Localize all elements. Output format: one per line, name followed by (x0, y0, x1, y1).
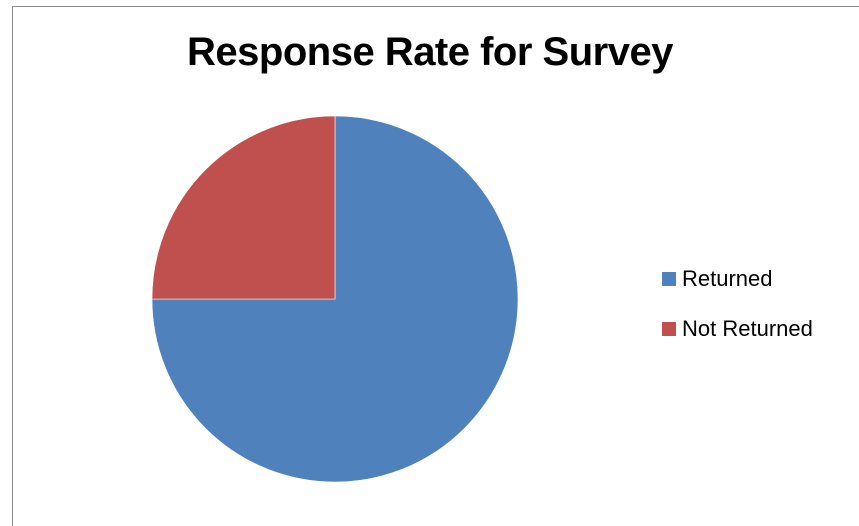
legend-item-not-returned: Not Returned (662, 304, 813, 354)
pie-chart (151, 115, 519, 483)
pie-slice-returned (151, 115, 519, 483)
legend-swatch-not-returned (662, 322, 676, 336)
chart-title: Response Rate for Survey (187, 30, 673, 74)
legend-swatch-returned (662, 272, 676, 286)
chart-legend: Returned Not Returned (662, 254, 813, 354)
legend-label-not-returned: Not Returned (682, 316, 813, 341)
pie-slice-not-returned (151, 115, 336, 300)
legend-label-returned: Returned (682, 266, 773, 291)
legend-item-returned: Returned (662, 254, 813, 304)
